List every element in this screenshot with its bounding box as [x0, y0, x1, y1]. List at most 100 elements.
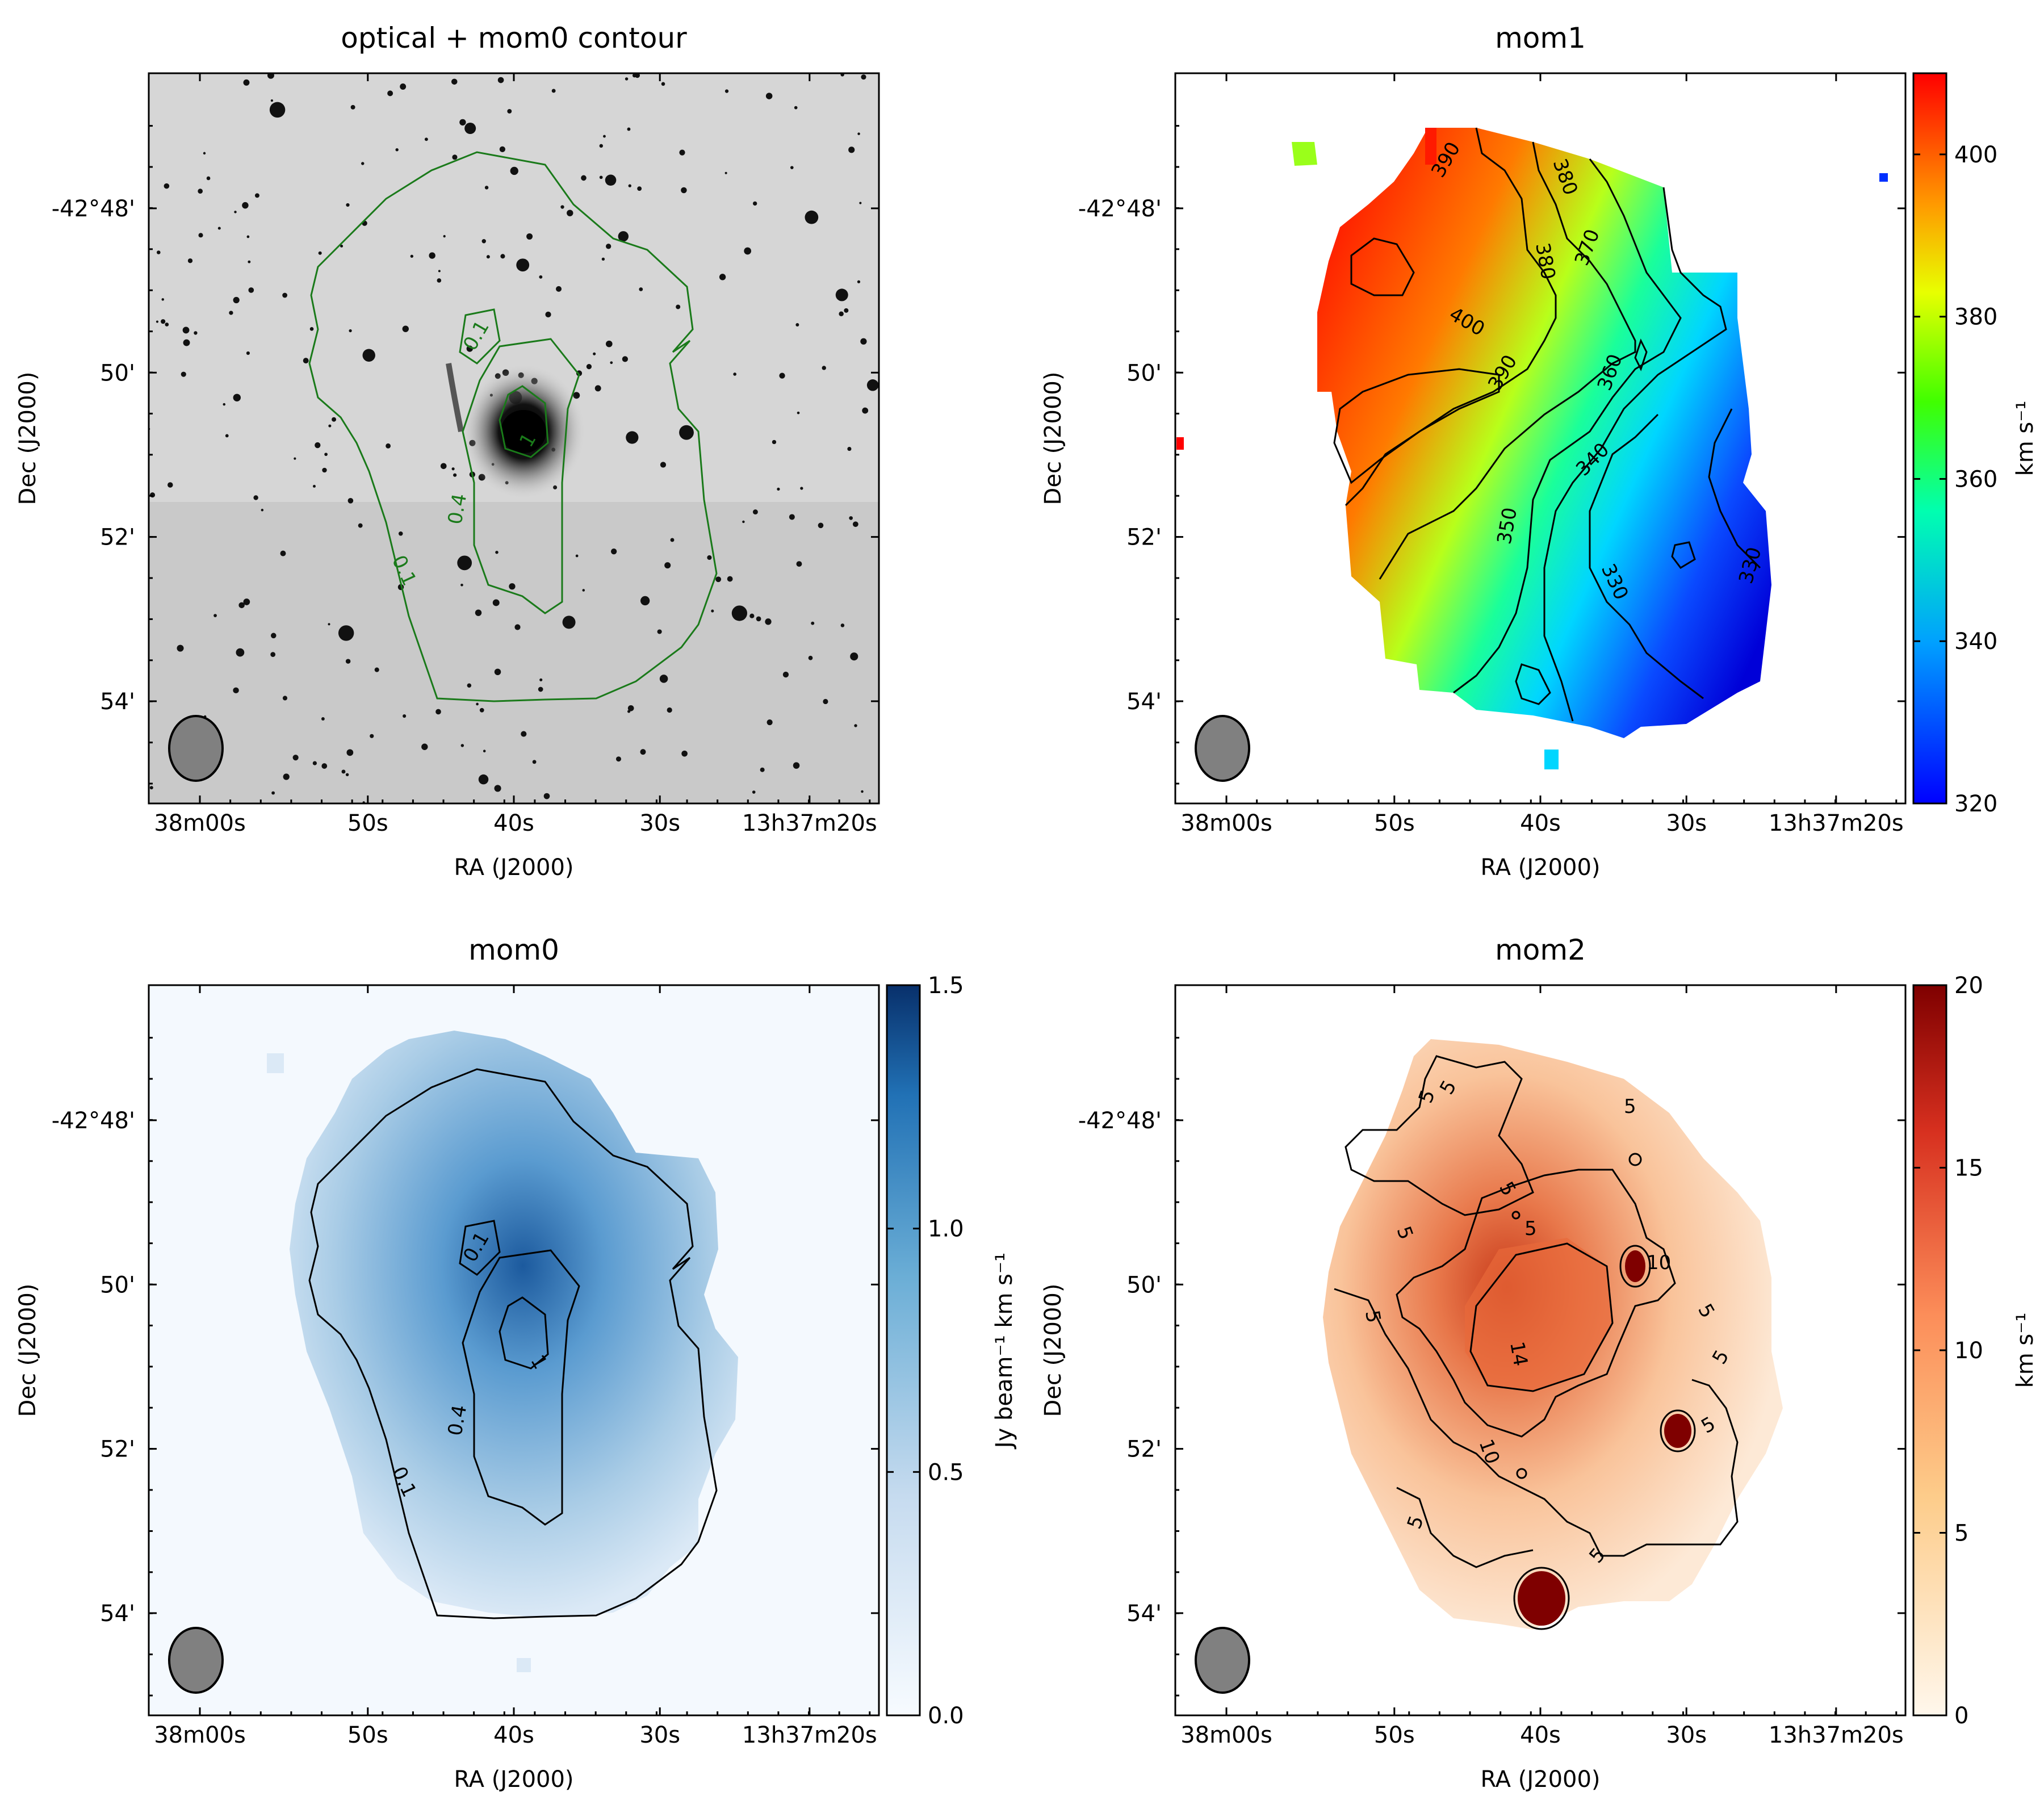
star [346, 749, 354, 756]
star [849, 516, 853, 520]
star [823, 698, 828, 705]
contour-label: 0.4 [443, 1403, 471, 1437]
star-field [149, 73, 879, 803]
star [839, 311, 844, 316]
colorbar-label: km s⁻¹ [2012, 1313, 2038, 1388]
star [594, 385, 601, 392]
y-axis-label: Dec (J2000) [15, 372, 41, 505]
star [387, 90, 393, 97]
star [627, 710, 631, 713]
star [338, 625, 354, 641]
star [767, 719, 773, 726]
star [358, 523, 363, 528]
star [481, 239, 486, 244]
star [181, 371, 186, 377]
star [282, 292, 288, 298]
star [486, 255, 490, 259]
star [499, 146, 505, 152]
star [484, 186, 489, 190]
star [857, 132, 860, 135]
star [543, 793, 550, 799]
star [435, 709, 441, 715]
mom0-contours [308, 1068, 718, 1619]
x-tick-label: 13h37m20s [742, 1722, 877, 1748]
colorbar-tick-label: 1.5 [928, 973, 964, 999]
star [532, 760, 537, 764]
y-tick-label: 54' [1126, 689, 1162, 715]
star [800, 487, 803, 490]
star [440, 463, 447, 470]
star [402, 325, 409, 332]
colorbar: 0 5 10 15 20 [1912, 973, 1983, 1729]
star [225, 434, 229, 438]
y-axis: -42°48' 50' 52' 54' [1078, 125, 1905, 785]
star [466, 345, 473, 352]
star [854, 724, 857, 727]
x-tick-label: 13h37m20s [742, 810, 877, 836]
star [752, 790, 756, 794]
star [626, 431, 639, 444]
star [795, 323, 799, 326]
star [161, 319, 166, 324]
star [349, 329, 352, 333]
star [203, 152, 206, 155]
star [254, 193, 259, 198]
panel-mom1: mom1 390 380 [1040, 22, 2038, 881]
star [660, 462, 667, 468]
colorbar-tick-label: 0.0 [928, 1703, 964, 1729]
star [582, 589, 585, 592]
star [659, 675, 668, 683]
star [657, 629, 662, 634]
star [467, 683, 472, 688]
star [161, 298, 165, 301]
star [451, 467, 455, 471]
beam-ellipse [1195, 715, 1250, 782]
star [164, 183, 170, 189]
mom2-contours [1334, 1055, 1739, 1630]
star [731, 605, 747, 621]
x-tick-label: 40s [493, 810, 534, 836]
contour-label: 5 [1624, 1095, 1636, 1118]
panel-title: optical + mom0 contour [341, 22, 687, 55]
star [182, 326, 190, 334]
y-tick-label: 50' [100, 1272, 135, 1298]
colorbar-tick-label: 10 [1954, 1338, 1983, 1364]
star [229, 311, 233, 315]
star [248, 287, 254, 293]
y-tick-label: 52' [100, 525, 135, 551]
star [483, 750, 486, 752]
star [494, 785, 501, 792]
star [777, 487, 780, 491]
star [270, 633, 277, 639]
star [457, 555, 472, 571]
star [711, 609, 714, 613]
star [492, 599, 500, 606]
mom1-map [1175, 73, 1905, 803]
star [510, 166, 518, 175]
star [749, 613, 755, 618]
star [332, 417, 337, 422]
star [283, 773, 290, 780]
star [206, 176, 211, 181]
star [742, 520, 745, 524]
y-axis: -42°48' 50' 52' 54' [52, 1037, 879, 1697]
star [294, 457, 296, 460]
colorbar-tick-label: 0 [1954, 1703, 1968, 1729]
star [156, 320, 159, 323]
star [744, 247, 752, 255]
star [861, 74, 866, 80]
x-axis: 38m00s 50s 40s 30s 13h37m20s [1180, 985, 1904, 1748]
star [362, 349, 375, 362]
star [429, 252, 435, 259]
star [395, 148, 399, 152]
star [198, 233, 203, 238]
star [443, 235, 446, 238]
star [494, 668, 501, 676]
star [605, 174, 617, 186]
star [606, 340, 613, 348]
star [627, 127, 631, 131]
star [599, 144, 604, 148]
contour-0.1 [308, 151, 718, 702]
star [233, 393, 241, 401]
